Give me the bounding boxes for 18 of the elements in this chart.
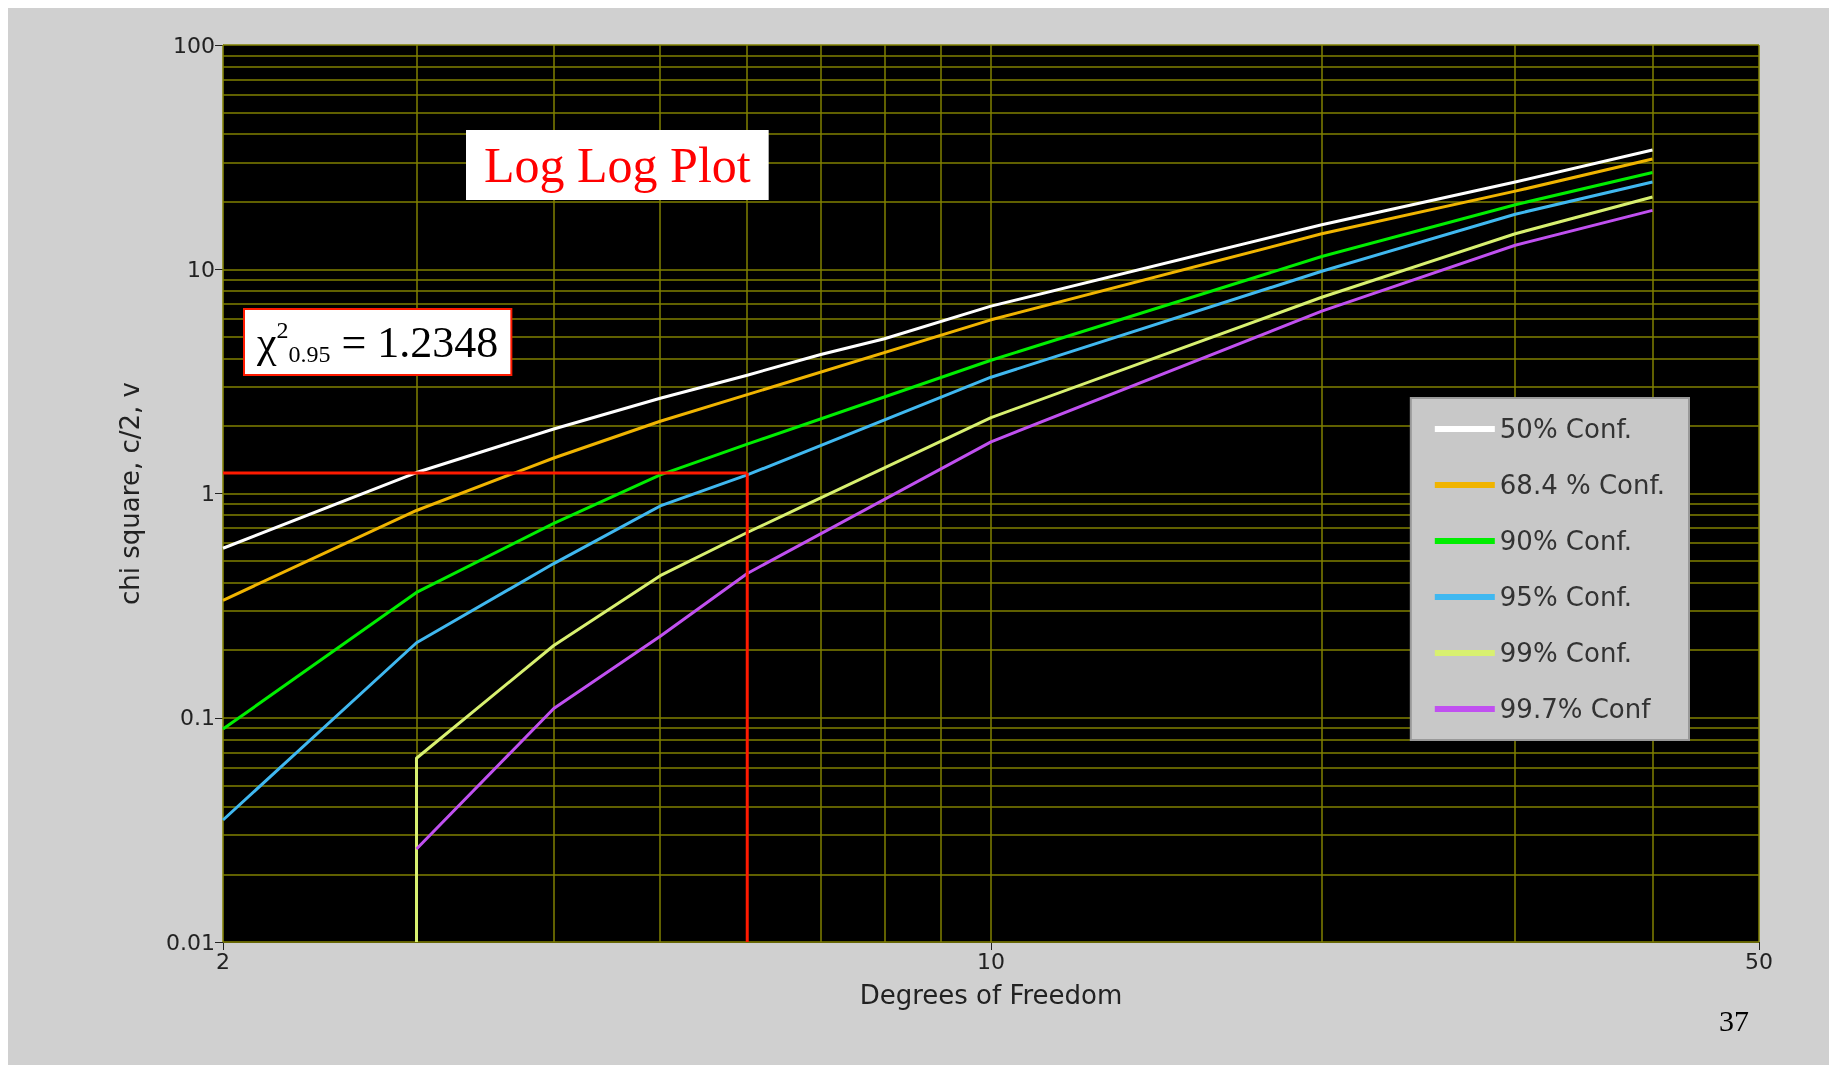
text: Log Log Plot <box>484 137 751 193</box>
x-tick-label: 10 <box>977 948 1005 974</box>
y-tick-label: 100 <box>173 32 215 58</box>
legend-label: 50% Conf. <box>1499 414 1632 444</box>
legend-label: 90% Conf. <box>1499 526 1632 556</box>
legend-label: 99.7% Conf <box>1499 694 1652 724</box>
x-tick-label: 50 <box>1745 948 1773 974</box>
x-axis-title: Degrees of Freedom <box>859 980 1123 1010</box>
y-tick-label: 0.01 <box>166 929 215 955</box>
y-tick-label: 10 <box>187 256 215 282</box>
legend-label: 99% Conf. <box>1499 638 1632 668</box>
legend-label: 68.4 % Conf. <box>1499 470 1666 500</box>
y-axis-title: chi square, c/2, v <box>115 382 145 605</box>
text: 37 <box>1719 1003 1749 1037</box>
y-tick-label: 1 <box>201 481 215 506</box>
y-tick-label: 0.1 <box>180 705 215 731</box>
legend-label: 95% Conf. <box>1499 582 1632 612</box>
x-tick-label: 2 <box>216 948 230 974</box>
